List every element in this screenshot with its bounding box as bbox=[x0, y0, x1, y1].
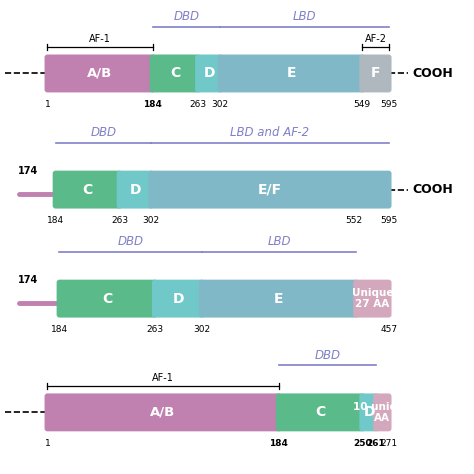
FancyBboxPatch shape bbox=[353, 280, 392, 318]
FancyBboxPatch shape bbox=[195, 55, 223, 92]
Text: D: D bbox=[364, 405, 375, 419]
Text: D: D bbox=[203, 66, 215, 81]
Text: LBD: LBD bbox=[267, 235, 291, 248]
Text: C: C bbox=[315, 405, 326, 419]
Text: 549: 549 bbox=[354, 100, 371, 109]
Text: 261: 261 bbox=[367, 439, 385, 448]
Text: 184: 184 bbox=[143, 100, 162, 109]
Text: 263: 263 bbox=[190, 100, 207, 109]
Text: AF-1: AF-1 bbox=[152, 373, 174, 383]
Text: 595: 595 bbox=[380, 216, 397, 225]
Text: 174: 174 bbox=[18, 166, 38, 176]
Text: 271: 271 bbox=[380, 439, 397, 448]
Text: D: D bbox=[129, 182, 141, 197]
Text: E: E bbox=[287, 66, 296, 81]
Text: LBD: LBD bbox=[293, 10, 316, 23]
Text: 1: 1 bbox=[45, 439, 50, 448]
Text: A/B: A/B bbox=[150, 406, 176, 419]
Text: AF-1: AF-1 bbox=[89, 34, 111, 44]
Text: DBD: DBD bbox=[173, 10, 200, 23]
FancyBboxPatch shape bbox=[373, 393, 392, 431]
Text: LBD and AF-2: LBD and AF-2 bbox=[230, 126, 310, 139]
Text: A/B: A/B bbox=[87, 67, 113, 80]
Text: 263: 263 bbox=[111, 216, 128, 225]
Text: 184: 184 bbox=[47, 216, 64, 225]
Text: 184: 184 bbox=[51, 325, 68, 334]
Text: 302: 302 bbox=[212, 100, 229, 109]
FancyBboxPatch shape bbox=[218, 55, 365, 92]
Text: COOH: COOH bbox=[412, 183, 453, 196]
Text: 184: 184 bbox=[269, 439, 288, 448]
FancyBboxPatch shape bbox=[199, 280, 359, 318]
Text: 595: 595 bbox=[380, 100, 397, 109]
FancyBboxPatch shape bbox=[53, 171, 122, 209]
Text: DBD: DBD bbox=[314, 349, 340, 362]
FancyBboxPatch shape bbox=[117, 171, 154, 209]
FancyBboxPatch shape bbox=[150, 55, 201, 92]
FancyBboxPatch shape bbox=[45, 55, 155, 92]
Text: 552: 552 bbox=[345, 216, 363, 225]
Text: E: E bbox=[274, 292, 284, 306]
FancyBboxPatch shape bbox=[152, 280, 205, 318]
Text: E/F: E/F bbox=[258, 182, 282, 197]
Text: 302: 302 bbox=[143, 216, 160, 225]
Text: 302: 302 bbox=[193, 325, 210, 334]
FancyBboxPatch shape bbox=[359, 393, 379, 431]
Text: C: C bbox=[102, 292, 112, 306]
Text: 263: 263 bbox=[146, 325, 163, 334]
Text: COOH: COOH bbox=[412, 67, 453, 80]
Text: C: C bbox=[170, 66, 181, 81]
FancyBboxPatch shape bbox=[56, 280, 157, 318]
Text: 250: 250 bbox=[353, 439, 372, 448]
Text: DBD: DBD bbox=[91, 126, 116, 139]
FancyBboxPatch shape bbox=[148, 171, 392, 209]
Text: 174: 174 bbox=[18, 275, 38, 285]
Text: F: F bbox=[371, 66, 380, 81]
FancyBboxPatch shape bbox=[359, 55, 392, 92]
Text: 1: 1 bbox=[45, 100, 50, 109]
Text: AF-2: AF-2 bbox=[365, 34, 386, 44]
FancyBboxPatch shape bbox=[45, 393, 282, 431]
Text: Unique
27 AA: Unique 27 AA bbox=[352, 288, 393, 310]
Text: 457: 457 bbox=[380, 325, 397, 334]
Text: C: C bbox=[82, 182, 92, 197]
Text: 10 unique
AA: 10 unique AA bbox=[353, 401, 411, 423]
FancyBboxPatch shape bbox=[276, 393, 365, 431]
Text: DBD: DBD bbox=[118, 235, 144, 248]
Text: D: D bbox=[173, 292, 184, 306]
